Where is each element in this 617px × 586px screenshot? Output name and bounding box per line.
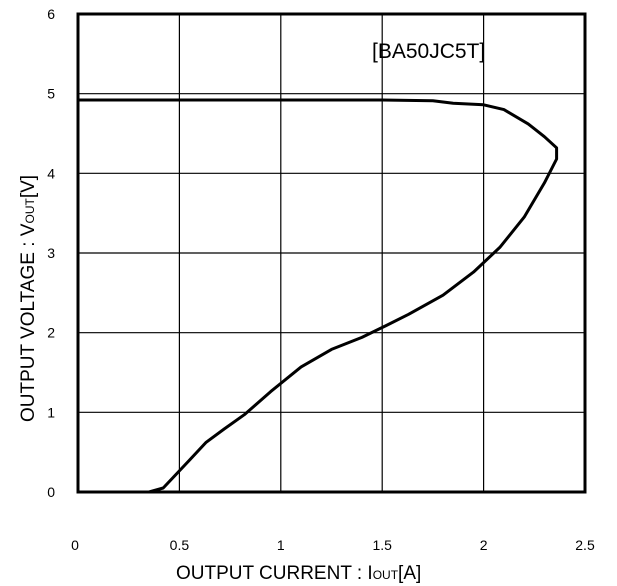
y-tick-label: 3 (47, 245, 55, 261)
y-tick-label: 2 (47, 325, 55, 341)
y-tick-label: 6 (47, 6, 55, 22)
y-axis-title-subscript: OUT (23, 198, 37, 224)
y-tick-label: 5 (47, 86, 55, 102)
y-axis-title-main: OUTPUT VOLTAGE : V (18, 223, 39, 422)
tick-labels: 0 0.5 1 1.5 2 2.5 0 1 2 3 4 5 6 (47, 6, 595, 553)
x-tick-label: 1 (277, 537, 285, 553)
x-axis-title-subscript: OUT (373, 568, 399, 582)
y-axis-title-unit: [V] (18, 175, 39, 198)
y-tick-label: 0 (47, 484, 55, 500)
y-tick-label: 1 (47, 404, 55, 420)
x-axis-title-unit: [A] (398, 563, 421, 584)
device-annotation: [BA50JC5T] (372, 40, 485, 63)
x-axis-title: OUTPUT CURRENT : IOUT[A] (176, 563, 421, 584)
x-tick-label: 0 (71, 537, 79, 553)
x-tick-label: 0.5 (170, 537, 190, 553)
x-tick-label: 2.5 (575, 537, 595, 553)
x-tick-label: 2 (480, 537, 488, 553)
y-tick-label: 4 (47, 165, 55, 181)
chart-grid (78, 14, 585, 492)
x-tick-label: 1.5 (372, 537, 392, 553)
x-axis-title-main: OUTPUT CURRENT : I (176, 563, 373, 584)
output-curve (78, 98, 559, 494)
y-axis-title: OUTPUT VOLTAGE : VOUT[V] (18, 175, 39, 422)
plot-frame (76, 12, 587, 494)
